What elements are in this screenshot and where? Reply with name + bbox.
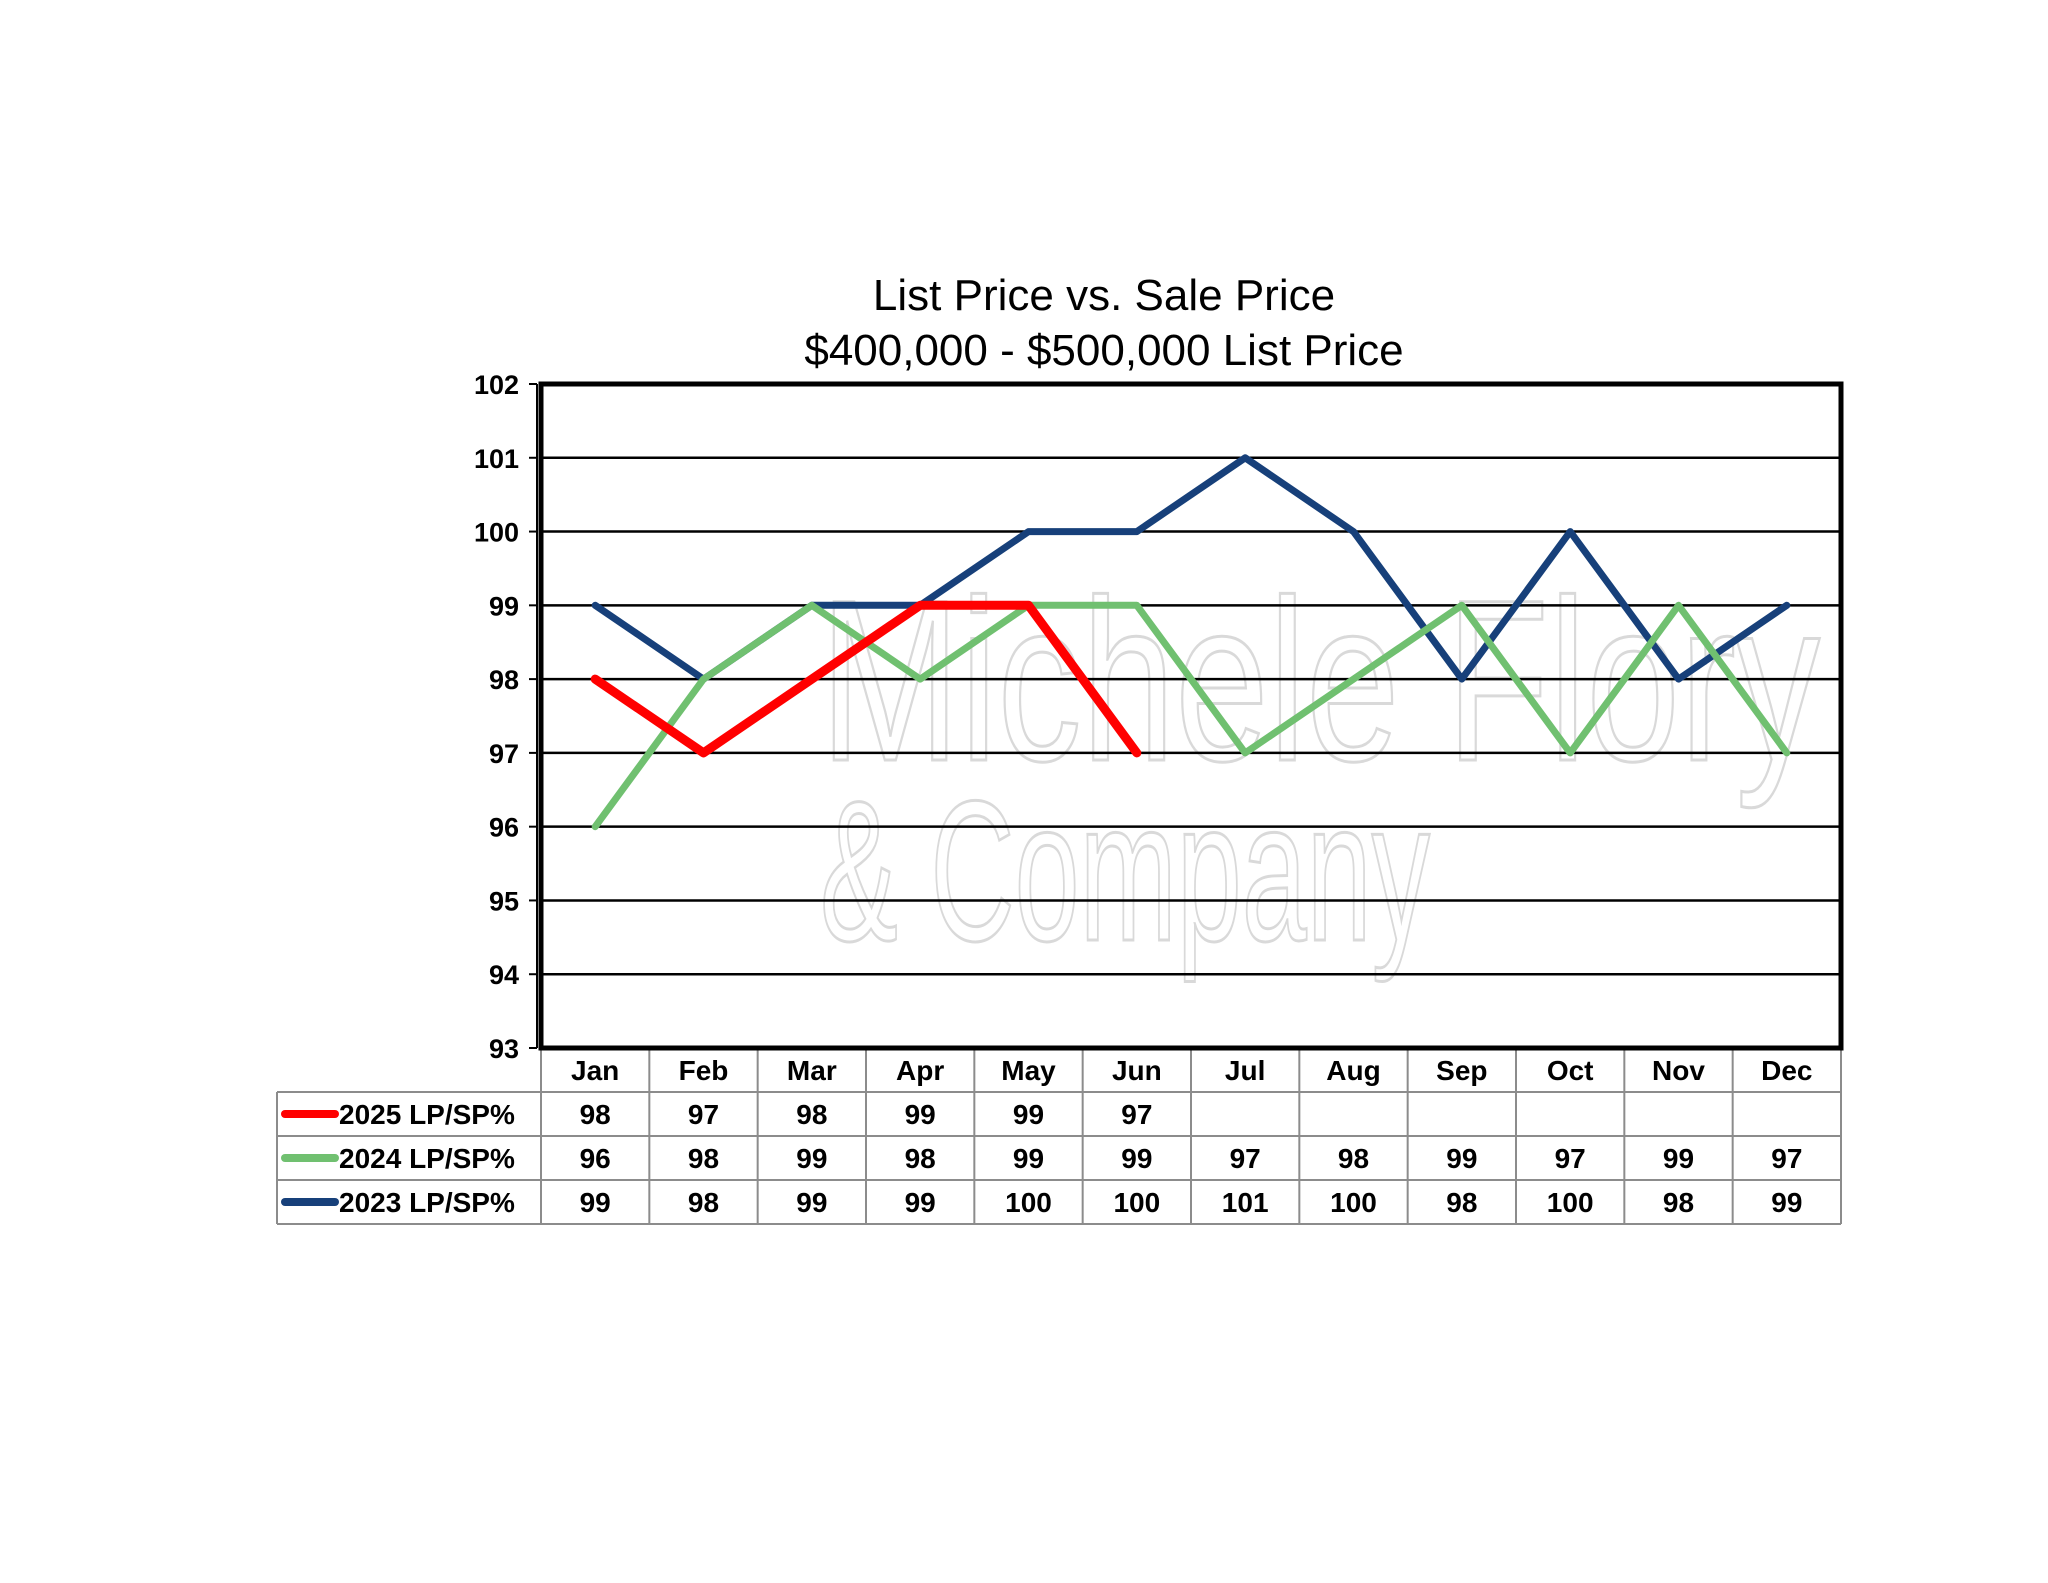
y-axis: 93 94 95 96 97 98 99 100 101 102: [474, 370, 538, 1064]
table-cell-value: 99: [796, 1143, 827, 1174]
y-tick-label: 95: [489, 886, 519, 916]
data-table: Jan Feb Mar Apr May Jun Jul Aug Sep Oct Nov Dec 2025…: [276, 1048, 1842, 1225]
table-cell-value: 99: [1013, 1099, 1044, 1130]
x-tick-label: Apr: [896, 1055, 944, 1086]
table-cell-value: 100: [1005, 1187, 1052, 1218]
table-cell-value: 97: [1771, 1143, 1802, 1174]
x-tick-label: Mar: [787, 1055, 837, 1086]
y-tick-label: 98: [489, 665, 519, 695]
table-cell-value: 98: [796, 1099, 827, 1130]
series-line: [591, 601, 1791, 831]
table-cell-value: 99: [905, 1099, 936, 1130]
table-cell-value: 100: [1113, 1187, 1160, 1218]
watermark-line-2: & Company: [820, 760, 1430, 983]
table-cell-value: 98: [1338, 1143, 1369, 1174]
table-cell-value: 98: [688, 1143, 719, 1174]
table-cell-value: 100: [1330, 1187, 1377, 1218]
table-cell-value: 101: [1222, 1187, 1269, 1218]
series-line: [590, 600, 1142, 758]
table-cell-value: 98: [1663, 1187, 1694, 1218]
x-tick-label: Jan: [571, 1055, 619, 1086]
table-cell-value: 99: [796, 1187, 827, 1218]
x-tick-label: Feb: [679, 1055, 729, 1086]
table-cell-value: 97: [1121, 1099, 1152, 1130]
table-cell-value: 99: [1121, 1143, 1152, 1174]
grid: [541, 456, 1841, 976]
table-cell-value: 99: [1771, 1187, 1802, 1218]
y-tick-label: 102: [474, 370, 519, 400]
table-cell-value: 98: [688, 1187, 719, 1218]
table-cell-value: 99: [1446, 1143, 1477, 1174]
x-tick-label: Aug: [1326, 1055, 1380, 1086]
legend-label: 2023 LP/SP%: [339, 1187, 515, 1218]
watermark-line-1: Michele Flory: [820, 552, 1820, 809]
table-cell-value: 96: [580, 1143, 611, 1174]
y-tick-label: 93: [489, 1034, 519, 1064]
table-cell-value: 99: [905, 1187, 936, 1218]
chart-subtitle: $400,000 - $500,000 List Price: [804, 326, 1403, 375]
legend-label: 2025 LP/SP%: [339, 1099, 515, 1130]
y-tick-label: 99: [489, 591, 519, 621]
table-cell-value: 97: [688, 1099, 719, 1130]
table-cell-value: 99: [1663, 1143, 1694, 1174]
chart-title: List Price vs. Sale Price: [873, 271, 1335, 320]
y-tick-label: 96: [489, 813, 519, 843]
plot-border: [538, 381, 1844, 1051]
x-tick-label: Jul: [1225, 1055, 1265, 1086]
table-cell-value: 99: [1013, 1143, 1044, 1174]
table-cell-value: 98: [905, 1143, 936, 1174]
table-cell-value: 97: [1555, 1143, 1586, 1174]
x-tick-label: May: [1001, 1055, 1056, 1086]
x-tick-label: Oct: [1547, 1055, 1594, 1086]
y-tick-label: 100: [474, 518, 519, 548]
x-tick-label: Sep: [1436, 1055, 1487, 1086]
y-tick-label: 101: [474, 444, 519, 474]
table-cell-value: 99: [580, 1187, 611, 1218]
legend-label: 2024 LP/SP%: [339, 1143, 515, 1174]
y-tick-label: 94: [489, 960, 519, 990]
table-cell-value: 98: [1446, 1187, 1477, 1218]
x-tick-label: Jun: [1112, 1055, 1162, 1086]
table-cell-value: 97: [1230, 1143, 1261, 1174]
table-cell-value: 98: [580, 1099, 611, 1130]
x-tick-label: Nov: [1652, 1055, 1705, 1086]
y-tick-label: 97: [489, 739, 519, 769]
watermark: Michele Flory & Company: [819, 551, 1822, 985]
series-lines: [590, 454, 1791, 831]
table-cell-value: 100: [1547, 1187, 1594, 1218]
x-tick-label: Dec: [1761, 1055, 1812, 1086]
